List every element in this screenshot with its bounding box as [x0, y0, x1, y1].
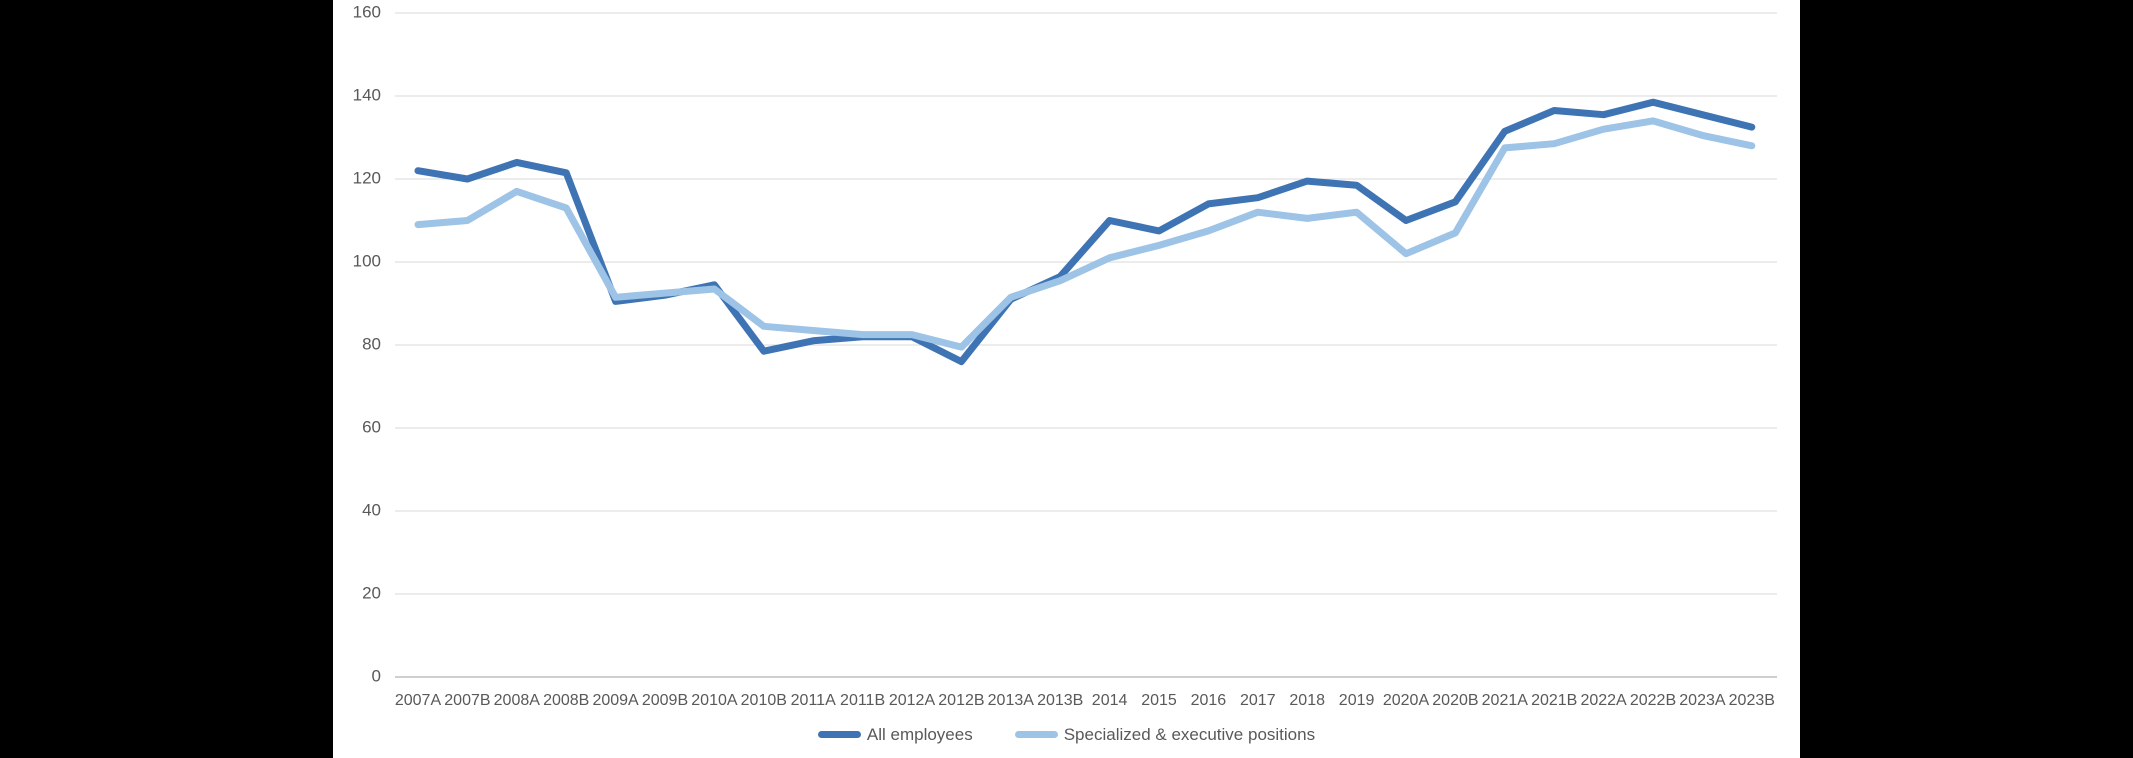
x-tick-label-2010A: 2010A [691, 692, 738, 709]
x-tick-label-2018: 2018 [1289, 692, 1325, 709]
chart-panel: 0 20 40 60 80 100 120 140 160 2007A 2007B 2008A 2008… [333, 0, 1800, 758]
x-tick-label-2022B: 2022B [1630, 692, 1676, 709]
x-tick-label-2010B: 2010B [741, 692, 787, 709]
x-tick-label-2017: 2017 [1240, 692, 1276, 709]
x-tick-label-2012A: 2012A [889, 692, 936, 709]
x-tick-label-2009B: 2009B [642, 692, 688, 709]
x-tick-label-2023A: 2023A [1679, 692, 1726, 709]
y-tick-label-100: 100 [353, 251, 381, 270]
x-tick-label-2021B: 2021B [1531, 692, 1577, 709]
legend-label-specialized-executive: Specialized & executive positions [1063, 725, 1316, 744]
y-tick-label-0: 0 [372, 666, 381, 685]
x-tick-label-2022A: 2022A [1580, 692, 1627, 709]
y-tick-label-160: 160 [353, 2, 381, 21]
x-tick-label-2007B: 2007B [444, 692, 490, 709]
x-tick-label-2014: 2014 [1092, 692, 1128, 709]
x-tick-label-2009A: 2009A [592, 692, 639, 709]
x-tick-label-2008A: 2008A [494, 692, 541, 709]
x-tick-label-2011B: 2011B [840, 692, 885, 709]
y-tick-label-140: 140 [353, 85, 381, 104]
x-tick-label-2011A: 2011A [791, 692, 836, 709]
legend-swatch-all-employees [817, 731, 861, 738]
x-tick-label-2023B: 2023B [1729, 692, 1775, 709]
legend-item-specialized-executive: Specialized & executive positions [1014, 725, 1316, 744]
legend-label-all-employees: All employees [866, 725, 973, 744]
left-letterbox-bar [0, 0, 333, 758]
chart-legend: All employees Specialized & executive po… [333, 726, 1800, 743]
x-tick-label-2016: 2016 [1191, 692, 1227, 709]
y-tick-label-120: 120 [353, 168, 381, 187]
x-tick-label-2013A: 2013A [988, 692, 1035, 709]
y-tick-label-80: 80 [362, 334, 381, 353]
x-tick-label-2021A: 2021A [1482, 692, 1529, 709]
x-tick-label-2007A: 2007A [395, 692, 442, 709]
x-tick-label-2015: 2015 [1141, 692, 1177, 709]
legend-swatch-specialized-executive [1014, 731, 1058, 738]
x-tick-label-2020B: 2020B [1432, 692, 1478, 709]
x-tick-label-2020A: 2020A [1383, 692, 1430, 709]
series-line-specialized-executive-positions [414, 117, 1756, 351]
x-tick-label-2013B: 2013B [1037, 692, 1083, 709]
y-tick-label-40: 40 [362, 500, 381, 519]
right-letterbox-bar [1800, 0, 2133, 758]
x-tick-label-2012B: 2012B [938, 692, 984, 709]
y-tick-label-60: 60 [362, 417, 381, 436]
x-tick-label-2019: 2019 [1339, 692, 1375, 709]
y-tick-label-20: 20 [362, 583, 381, 602]
x-tick-label-2008B: 2008B [543, 692, 589, 709]
line-chart: 0 20 40 60 80 100 120 140 160 2007A 2007B 2008A 2008… [353, 2, 1777, 709]
legend-item-all-employees: All employees [817, 725, 973, 744]
